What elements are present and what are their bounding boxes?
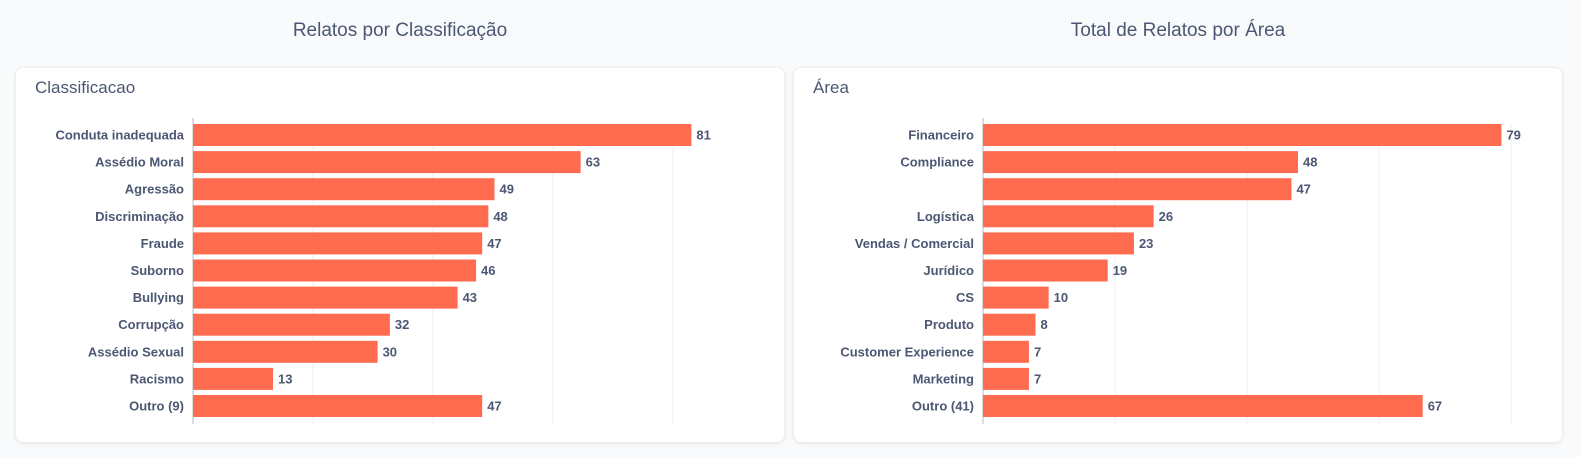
bar[interactable] [193, 178, 495, 201]
chart-card-area: Área Financeiro 79 Compliance 48 47 Logística… [793, 67, 1563, 443]
value-label: 7 [1034, 344, 1041, 359]
bar[interactable] [983, 151, 1298, 174]
bar[interactable] [983, 395, 1423, 417]
category-label: Jurídico [923, 263, 974, 278]
value-label: 7 [1034, 371, 1041, 386]
value-label: 30 [383, 344, 397, 359]
category-label: CS [956, 290, 974, 305]
bar[interactable] [193, 395, 483, 417]
bar-chart-classificacao: Conduta inadequada 81 Assédio Moral 63 Agres… [55, 118, 711, 424]
value-label: 10 [1054, 290, 1068, 305]
category-label: Suborno [131, 263, 184, 278]
category-label: Assédio Moral [95, 155, 184, 170]
bar[interactable] [193, 151, 581, 174]
bar[interactable] [983, 232, 1134, 255]
category-label: Outro (41) [912, 399, 974, 414]
category-label: Customer Experience [840, 344, 974, 359]
value-label: 47 [1296, 182, 1310, 197]
category-label: Agressão [125, 182, 184, 197]
category-label: Financeiro [908, 128, 974, 143]
bar[interactable] [193, 124, 692, 146]
category-label: Vendas / Comercial [855, 236, 974, 251]
category-label: Produto [924, 317, 974, 332]
value-label: 26 [1159, 209, 1173, 224]
category-label: Discriminação [95, 209, 184, 224]
value-label: 47 [487, 399, 501, 414]
value-label: 19 [1113, 263, 1127, 278]
bar[interactable] [983, 124, 1502, 146]
value-label: 47 [487, 236, 501, 251]
value-label: 49 [499, 182, 513, 197]
value-label: 48 [1303, 155, 1317, 170]
value-label: 46 [481, 263, 495, 278]
bar[interactable] [983, 367, 1029, 390]
value-label: 13 [278, 371, 292, 386]
category-label: Racismo [130, 371, 184, 386]
section-title-classificacao: Relatos por Classificação [292, 20, 508, 41]
value-label: 48 [493, 209, 507, 224]
value-label: 81 [696, 128, 710, 143]
chart-card-classificacao: Classificacao Conduta inadequada 81 Assédi… [15, 67, 785, 443]
bar[interactable] [193, 286, 458, 309]
category-label: Compliance [900, 155, 974, 170]
section-title-area: Total de Relatos por Área [1070, 20, 1286, 41]
bar[interactable] [193, 205, 489, 228]
bar[interactable] [983, 178, 1292, 201]
category-label: Logística [917, 209, 975, 224]
category-label: Outro (9) [129, 399, 184, 414]
bar[interactable] [193, 259, 477, 282]
bar-chart-area: Financeiro 79 Compliance 48 47 Logística 26 Ven… [840, 118, 1521, 424]
category-label: Assédio Sexual [88, 344, 184, 359]
bar[interactable] [193, 313, 390, 336]
category-label: Bullying [133, 290, 184, 305]
bar[interactable] [983, 340, 1029, 363]
value-label: 43 [463, 290, 477, 305]
bar[interactable] [983, 259, 1108, 282]
category-label: Conduta inadequada [55, 128, 184, 143]
category-label: Corrupção [118, 317, 184, 332]
card-title-area: Área [813, 78, 849, 97]
bar[interactable] [193, 232, 483, 255]
bar[interactable] [193, 340, 378, 363]
value-label: 8 [1041, 317, 1048, 332]
value-label: 67 [1428, 399, 1442, 414]
bar[interactable] [983, 286, 1049, 309]
value-label: 32 [395, 317, 409, 332]
value-label: 23 [1139, 236, 1153, 251]
category-label: Fraude [141, 236, 184, 251]
value-label: 79 [1506, 128, 1520, 143]
bar[interactable] [983, 205, 1154, 228]
category-label: Marketing [913, 371, 974, 386]
bar[interactable] [193, 367, 273, 390]
bar[interactable] [983, 313, 1036, 336]
card-title-classificacao: Classificacao [35, 78, 136, 97]
value-label: 63 [586, 155, 600, 170]
